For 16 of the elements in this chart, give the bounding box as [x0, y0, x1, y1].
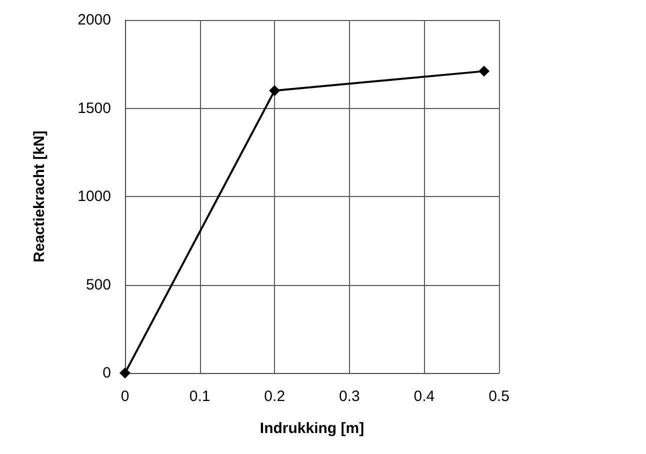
y-tick-label: 0 — [102, 364, 111, 382]
y-tick-label: 500 — [86, 276, 111, 294]
x-tick-label: 0.5 — [488, 388, 510, 405]
x-tick-label: 0.4 — [414, 388, 435, 405]
point — [120, 368, 130, 378]
x-tick-label: 0 — [120, 388, 130, 405]
x-tick-label: 0.3 — [338, 388, 360, 405]
y-tick-label: 2000 — [78, 12, 111, 28]
x-tick-label: 0.2 — [264, 388, 286, 405]
y-tick-label: 1000 — [78, 188, 111, 205]
x-axis-title: Indrukking [m] — [260, 420, 364, 437]
point — [478, 66, 490, 77]
x-tick-label: 0.1 — [189, 388, 210, 405]
point — [269, 85, 280, 96]
y-tick-label: 1500 — [78, 100, 111, 117]
y-axis-title: Reactiekracht [kN] — [31, 130, 48, 262]
